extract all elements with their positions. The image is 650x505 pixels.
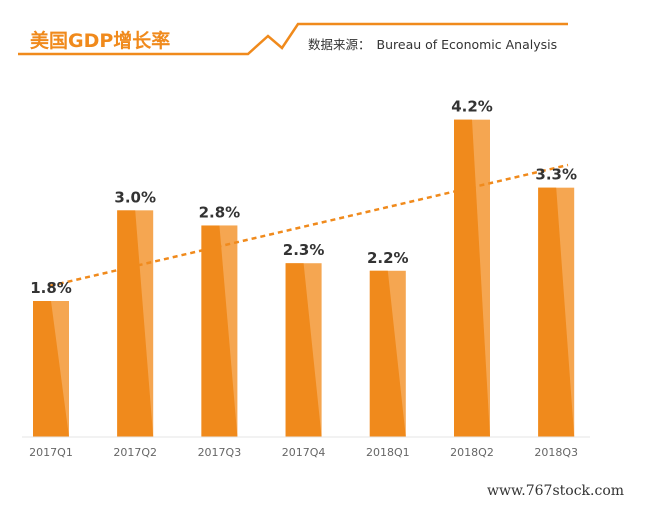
x-tick-label: 2018Q3 bbox=[534, 446, 578, 459]
value-label: 2.8% bbox=[199, 203, 241, 221]
chart-title: 美国GDP增长率 bbox=[30, 29, 170, 52]
bar-2017Q4 bbox=[285, 263, 322, 437]
bar-shade bbox=[538, 187, 575, 437]
trend-line bbox=[49, 163, 569, 288]
x-tick-label: 2017Q4 bbox=[282, 446, 326, 459]
bar-2017Q1 bbox=[33, 301, 69, 437]
bar-2018Q1 bbox=[369, 270, 406, 437]
value-label: 2.3% bbox=[283, 241, 325, 259]
footer-site: www.767stock.com bbox=[487, 483, 624, 499]
x-tick-label: 2017Q2 bbox=[113, 446, 157, 459]
bar-shade bbox=[201, 225, 238, 437]
x-tick-label: 2018Q2 bbox=[450, 446, 494, 459]
bar-shade bbox=[285, 263, 322, 437]
bar-shade bbox=[33, 301, 69, 437]
x-tick-labels: 2017Q1 2017Q2 2017Q3 2017Q4 2018Q1 2018Q2 2018… bbox=[29, 446, 578, 459]
bar-2018Q3 bbox=[538, 187, 575, 437]
bars bbox=[33, 119, 575, 438]
source-prefix: 数据来源： bbox=[308, 37, 371, 52]
value-label: 4.2% bbox=[451, 98, 493, 116]
source-value: Bureau of Economic Analysis bbox=[377, 37, 558, 52]
value-label: 1.8% bbox=[30, 279, 72, 297]
value-label: 3.0% bbox=[114, 188, 156, 206]
x-tick-label: 2018Q1 bbox=[366, 446, 410, 459]
bar-2017Q3 bbox=[201, 225, 238, 437]
header-decor-line bbox=[18, 22, 568, 56]
bar-2018Q2 bbox=[454, 119, 490, 438]
value-labels: 1.8% 3.0% 2.8% 2.3% 2.2% 4.2% 3.3% bbox=[30, 98, 577, 297]
value-label: 2.2% bbox=[367, 249, 409, 267]
value-label: 3.3% bbox=[535, 166, 577, 184]
bar-shade bbox=[454, 119, 490, 438]
source-label: 数据来源： Bureau of Economic Analysis bbox=[308, 37, 557, 52]
bar-shade bbox=[369, 270, 406, 437]
x-tick-label: 2017Q3 bbox=[198, 446, 242, 459]
bar-2017Q2 bbox=[117, 210, 154, 437]
x-tick-label: 2017Q1 bbox=[29, 446, 73, 459]
bar-shade bbox=[117, 210, 154, 437]
